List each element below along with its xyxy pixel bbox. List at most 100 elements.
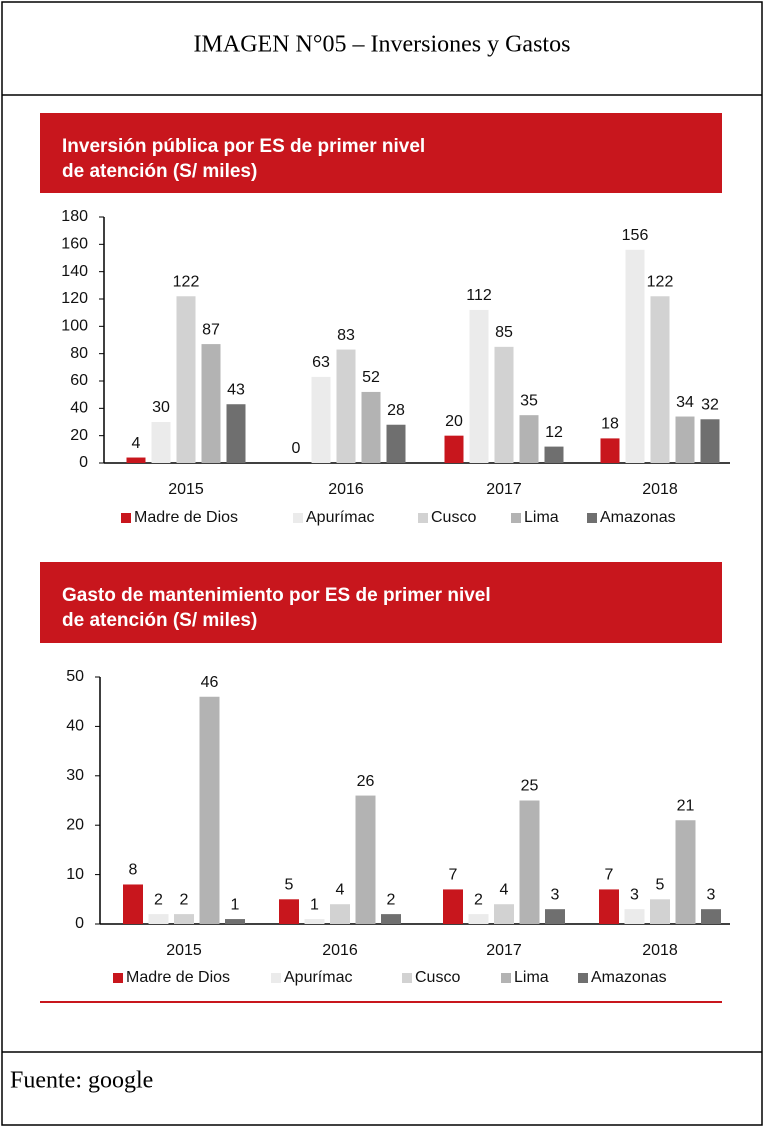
bar bbox=[675, 416, 695, 463]
data-label: 7 bbox=[449, 867, 458, 884]
data-label: 52 bbox=[362, 369, 380, 386]
data-label: 34 bbox=[676, 394, 694, 411]
title-banner bbox=[40, 562, 722, 643]
y-tick-label: 120 bbox=[61, 290, 88, 307]
data-label: 0 bbox=[292, 440, 301, 457]
data-label: 5 bbox=[285, 877, 294, 894]
data-label: 8 bbox=[129, 862, 138, 879]
data-label: 12 bbox=[545, 424, 563, 441]
data-label: 3 bbox=[707, 886, 716, 903]
legend-label: Amazonas bbox=[591, 969, 667, 986]
bar bbox=[443, 889, 463, 924]
data-label: 28 bbox=[387, 402, 405, 419]
data-label: 2 bbox=[180, 891, 189, 908]
legend-swatch bbox=[293, 513, 303, 523]
legend-label: Madre de Dios bbox=[134, 509, 238, 526]
y-tick-label: 60 bbox=[70, 372, 88, 389]
legend-swatch bbox=[121, 513, 131, 523]
legend-swatch bbox=[402, 973, 412, 983]
y-tick-label: 80 bbox=[70, 345, 88, 362]
y-tick-label: 30 bbox=[66, 767, 84, 784]
data-label: 4 bbox=[500, 881, 509, 898]
legend-swatch bbox=[501, 973, 511, 983]
bar bbox=[386, 424, 406, 463]
data-label: 32 bbox=[701, 396, 719, 413]
chart-title: Gasto de mantenimiento por ES de primer … bbox=[62, 585, 491, 606]
legend-swatch bbox=[511, 513, 521, 523]
bar bbox=[650, 296, 670, 463]
data-label: 2 bbox=[474, 891, 483, 908]
bar bbox=[201, 344, 221, 463]
bar bbox=[519, 800, 540, 924]
data-label: 1 bbox=[231, 896, 240, 913]
bar bbox=[444, 435, 464, 463]
x-tick-label: 2018 bbox=[642, 481, 678, 498]
bar bbox=[311, 376, 331, 463]
x-tick-label: 2018 bbox=[642, 942, 678, 959]
bar bbox=[176, 296, 196, 463]
bar bbox=[304, 919, 325, 924]
data-label: 122 bbox=[173, 273, 200, 290]
data-label: 83 bbox=[337, 327, 355, 344]
bar bbox=[151, 422, 171, 463]
y-tick-label: 10 bbox=[66, 866, 84, 883]
bar bbox=[600, 438, 620, 463]
y-tick-label: 50 bbox=[66, 668, 84, 685]
data-label: 30 bbox=[152, 399, 170, 416]
bar bbox=[330, 904, 350, 924]
source: Fuente: google bbox=[10, 1068, 153, 1094]
data-label: 7 bbox=[605, 867, 614, 884]
data-label: 5 bbox=[656, 877, 665, 894]
data-label: 35 bbox=[520, 392, 538, 409]
bar bbox=[148, 914, 169, 924]
data-label: 4 bbox=[336, 881, 345, 898]
legend-swatch bbox=[113, 973, 123, 983]
data-label: 43 bbox=[227, 381, 245, 398]
title-banner bbox=[40, 113, 722, 193]
legend-label: Cusco bbox=[415, 969, 460, 986]
bar bbox=[126, 457, 146, 463]
x-tick-label: 2015 bbox=[166, 942, 202, 959]
bar bbox=[279, 899, 299, 924]
data-label: 2 bbox=[387, 891, 396, 908]
x-tick-label: 2016 bbox=[328, 481, 364, 498]
legend-label: Lima bbox=[514, 969, 549, 986]
chart-title: de atención (S/ miles) bbox=[62, 610, 257, 631]
legend-swatch bbox=[578, 973, 588, 983]
data-label: 4 bbox=[132, 435, 141, 452]
data-label: 156 bbox=[622, 227, 649, 244]
bar bbox=[544, 446, 564, 463]
bar bbox=[336, 349, 356, 463]
data-label: 1 bbox=[310, 896, 319, 913]
bar bbox=[355, 795, 376, 924]
data-label: 46 bbox=[201, 674, 219, 691]
data-label: 63 bbox=[312, 354, 330, 371]
y-tick-label: 40 bbox=[70, 400, 88, 417]
data-label: 3 bbox=[551, 886, 560, 903]
data-label: 20 bbox=[445, 413, 463, 430]
data-label: 87 bbox=[202, 321, 220, 338]
x-tick-label: 2017 bbox=[486, 942, 522, 959]
legend-swatch bbox=[418, 513, 428, 523]
y-tick-label: 160 bbox=[61, 236, 88, 253]
bar bbox=[700, 419, 720, 463]
y-tick-label: 20 bbox=[70, 427, 88, 444]
data-label: 85 bbox=[495, 324, 513, 341]
y-tick-label: 0 bbox=[75, 915, 84, 932]
data-label: 21 bbox=[677, 797, 695, 814]
bar bbox=[624, 909, 645, 924]
data-label: 25 bbox=[521, 778, 539, 795]
bar bbox=[701, 909, 721, 924]
header-title: IMAGEN N°05 – Inversiones y Gastos bbox=[194, 32, 571, 58]
bar bbox=[199, 696, 220, 924]
legend-label: Apurímac bbox=[306, 509, 374, 526]
y-tick-label: 180 bbox=[61, 208, 88, 225]
bar bbox=[361, 391, 381, 463]
legend-label: Apurímac bbox=[284, 969, 352, 986]
x-tick-label: 2015 bbox=[168, 481, 204, 498]
bar bbox=[381, 914, 401, 924]
legend-label: Amazonas bbox=[600, 509, 676, 526]
data-label: 18 bbox=[601, 416, 619, 433]
